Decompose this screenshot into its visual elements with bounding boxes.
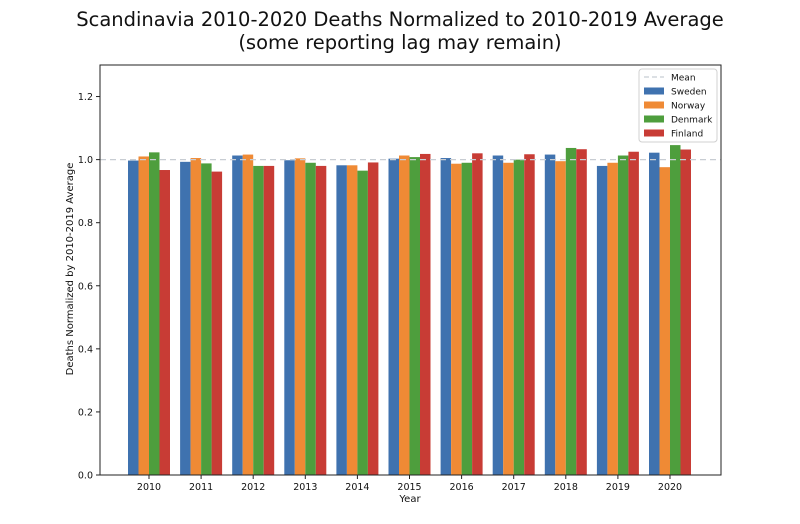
y-tick-label: 0.8 (78, 218, 93, 229)
x-tick-label: 2020 (658, 482, 682, 493)
x-tick-label: 2013 (293, 482, 317, 493)
bar-finland-2014 (367, 162, 379, 475)
bar-norway-2019 (607, 162, 618, 475)
bar-sweden-2016 (440, 158, 452, 476)
y-tick-label: 1.0 (78, 155, 93, 166)
bar-finland-2010 (159, 170, 170, 475)
bar-denmark-2010 (149, 152, 160, 476)
bar-denmark-2013 (305, 162, 316, 475)
bar-sweden-2013 (284, 160, 295, 475)
x-tick-label: 2016 (450, 482, 474, 493)
x-tick-label: 2017 (502, 482, 526, 493)
bar-norway-2013 (294, 158, 306, 475)
bar-sweden-2018 (544, 154, 556, 475)
bar-sweden-2011 (180, 161, 191, 475)
bar-finland-2012 (263, 165, 275, 476)
bar-norway-2020 (659, 167, 670, 475)
bar-norway-2011 (190, 158, 202, 476)
legend-label-denmark: Denmark (671, 116, 713, 126)
bar-denmark-2019 (617, 155, 629, 475)
bar-norway-2012 (242, 154, 254, 475)
bar-denmark-2012 (253, 165, 264, 476)
bar-finland-2013 (315, 165, 327, 476)
bar-denmark-2015 (409, 157, 420, 475)
bar-norway-2014 (346, 165, 358, 476)
y-axis-label: Deaths Normalized by 2010-2019 Average (65, 163, 76, 376)
x-tick-label: 2014 (345, 482, 369, 493)
bar-finland-2020 (680, 149, 691, 475)
bar-finland-2017 (524, 154, 535, 475)
y-tick-label: 0.0 (78, 471, 93, 482)
legend-swatch-sweden (644, 87, 664, 95)
legend-swatch-denmark (644, 115, 664, 123)
bar-finland-2015 (420, 153, 431, 475)
bar-norway-2016 (451, 163, 462, 475)
bar-denmark-2014 (357, 170, 368, 475)
bar-denmark-2017 (513, 159, 525, 475)
bar-norway-2010 (138, 156, 149, 475)
bar-sweden-2019 (596, 165, 608, 476)
x-tick-label: 2011 (189, 482, 213, 493)
bar-denmark-2018 (565, 147, 577, 475)
bar-sweden-2017 (492, 155, 504, 475)
bar-sweden-2010 (128, 160, 139, 475)
bar-sweden-2012 (232, 155, 243, 475)
bar-finland-2011 (211, 171, 223, 475)
legend-box (638, 68, 718, 143)
bar-norway-2017 (503, 162, 514, 475)
legend-label-finland: Finland (671, 130, 703, 140)
y-tick-label: 1.2 (78, 92, 93, 103)
x-axis-label: Year (398, 494, 421, 505)
bar-finland-2018 (576, 149, 587, 475)
legend-label-mean: Mean (671, 74, 696, 84)
x-tick-label: 2012 (241, 482, 265, 493)
legend-label-sweden: Sweden (671, 88, 707, 98)
y-tick-label: 0.4 (78, 344, 93, 355)
chart-subtitle: (some reporting lag may remain) (238, 31, 562, 54)
bar-finland-2016 (472, 153, 483, 475)
bar-sweden-2020 (649, 152, 660, 475)
plot-frame (99, 64, 722, 476)
legend: Mean Sweden Norway Denmark Finland (638, 68, 718, 143)
legend-swatch-finland (644, 129, 664, 137)
bar-sweden-2014 (336, 165, 347, 476)
y-tick-label: 0.6 (78, 281, 93, 292)
x-tick-label: 2018 (554, 482, 578, 493)
x-tick-label: 2010 (137, 482, 161, 493)
bar-norway-2015 (399, 155, 410, 475)
bar-denmark-2011 (201, 163, 212, 475)
x-tick-label: 2015 (397, 482, 421, 493)
axes-group (99, 64, 722, 476)
bar-norway-2018 (555, 161, 566, 475)
x-ticks-group: 2010 2011 2012 2013 2014 2015 2016 2017 2018 2019… (137, 475, 682, 493)
bar-finland-2019 (628, 151, 639, 476)
bar-denmark-2016 (461, 162, 473, 475)
chart-title: Scandinavia 2010-2020 Deaths Normalized … (76, 8, 724, 31)
y-ticks-group: 0.0 0.2 0.4 0.6 0.8 1.0 1.2 (78, 92, 100, 482)
x-tick-label: 2019 (606, 482, 630, 493)
y-tick-label: 0.2 (78, 407, 93, 418)
legend-swatch-norway (644, 101, 664, 109)
bar-denmark-2020 (670, 145, 681, 476)
bars-group (128, 145, 691, 476)
legend-label-norway: Norway (671, 102, 706, 112)
bar-sweden-2015 (388, 158, 399, 476)
